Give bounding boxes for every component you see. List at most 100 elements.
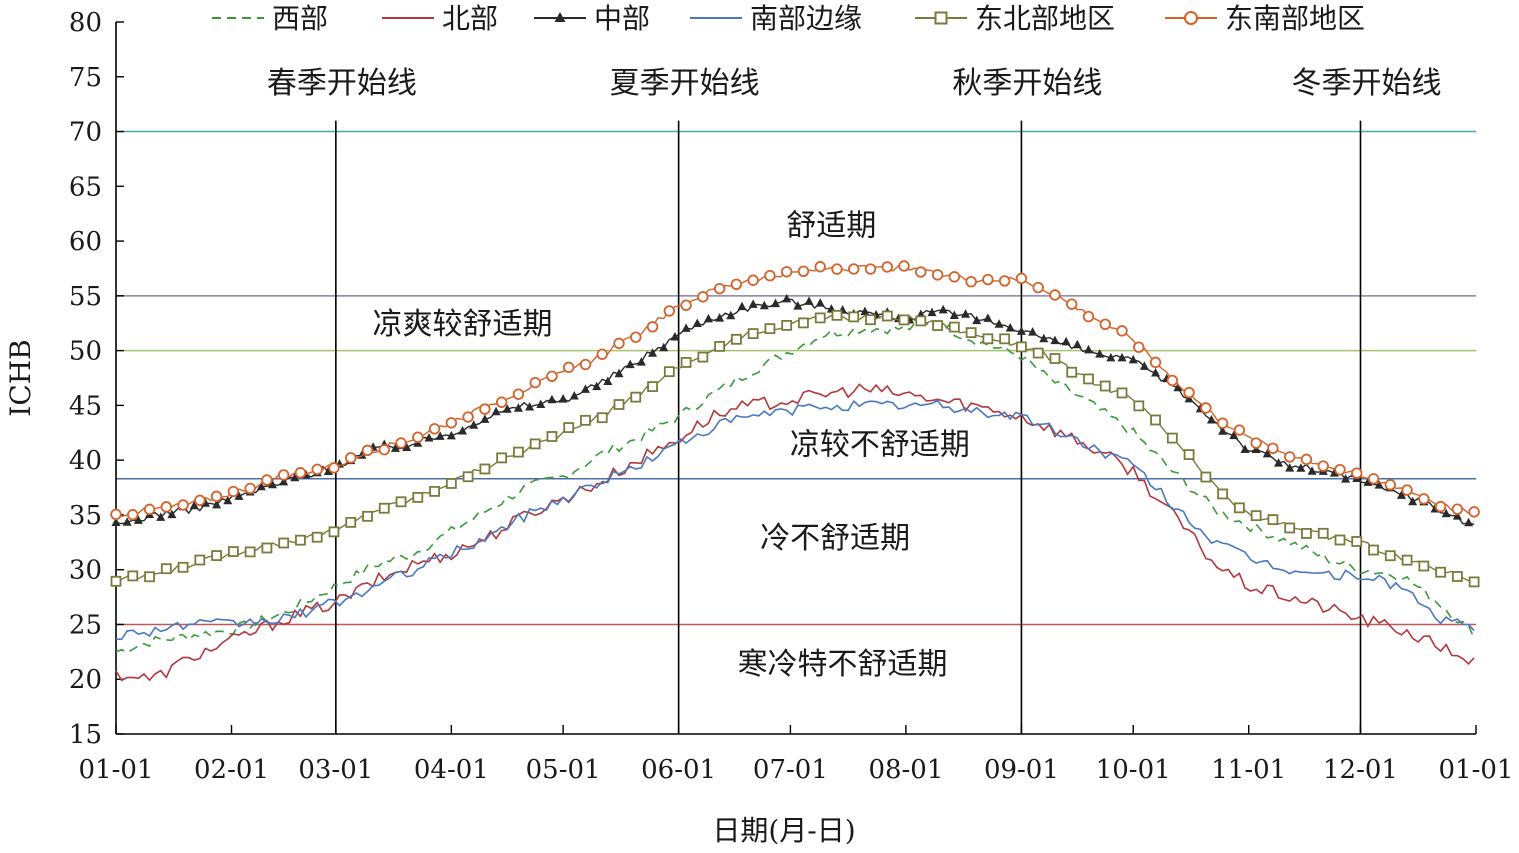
series-marker (412, 431, 424, 443)
series-marker (458, 426, 468, 435)
series-marker (931, 269, 944, 281)
series-marker (1250, 510, 1262, 522)
series-marker (636, 357, 646, 366)
series-marker (122, 517, 132, 526)
series-marker (212, 499, 222, 509)
series-marker (1317, 527, 1329, 539)
series-marker (915, 315, 927, 327)
series-marker (513, 403, 523, 412)
series-marker (278, 537, 290, 549)
series-marker (502, 404, 512, 413)
series-marker (1296, 463, 1306, 472)
series-marker (295, 534, 306, 546)
series-marker (512, 388, 525, 400)
series-marker (1049, 289, 1061, 301)
series-marker (362, 510, 373, 522)
series-marker (1401, 554, 1413, 566)
series-marker (994, 319, 1004, 328)
series-marker (127, 570, 139, 582)
series-marker (798, 317, 809, 329)
series-marker (1441, 508, 1451, 518)
series-marker (1250, 437, 1262, 449)
series-marker (1334, 463, 1346, 476)
series-marker (613, 337, 625, 350)
series-marker (1384, 479, 1397, 491)
series-marker (1206, 415, 1216, 424)
series-marker (596, 348, 608, 360)
series-marker (793, 301, 803, 310)
series-marker (713, 282, 726, 295)
series-marker (1083, 373, 1094, 385)
series-marker (1117, 352, 1127, 362)
series-marker (261, 474, 273, 486)
series-marker (194, 554, 206, 566)
series-marker (328, 526, 340, 538)
series-line (115, 264, 1475, 518)
season-line-label: 秋季开始线 (952, 66, 1102, 101)
series-marker (1368, 544, 1379, 556)
legend-label: 西部 (272, 2, 328, 35)
series-marker (1351, 536, 1363, 547)
series-marker (1329, 468, 1339, 477)
series-marker (1307, 466, 1317, 475)
series-marker (815, 298, 825, 307)
series-marker (613, 399, 625, 410)
series-marker (1229, 430, 1239, 440)
series-marker (881, 310, 893, 322)
series-marker (1374, 480, 1384, 489)
series-marker (1218, 426, 1228, 435)
series-marker (1099, 380, 1111, 392)
series-marker (715, 313, 725, 322)
series-marker (311, 531, 323, 543)
x-tick-label: 11-01 (1211, 755, 1286, 785)
x-tick-label: 07-01 (753, 755, 828, 785)
series-marker (244, 482, 256, 495)
series-marker (630, 331, 642, 343)
series-marker (462, 471, 474, 483)
series-marker (277, 469, 290, 481)
series-marker (446, 430, 456, 440)
series-marker (547, 394, 557, 404)
series-marker (1317, 460, 1329, 472)
series-marker (1267, 514, 1279, 526)
series-marker (160, 501, 173, 513)
series-marker (1016, 341, 1027, 353)
legend-label: 北部 (442, 2, 498, 35)
series-marker (797, 265, 810, 277)
series-marker (1200, 471, 1212, 483)
series-marker (648, 348, 658, 357)
series-marker (737, 301, 747, 311)
series-marker (999, 333, 1011, 345)
series-marker (210, 490, 223, 503)
y-tick-label: 25 (69, 610, 102, 640)
series-marker (983, 313, 993, 322)
series-marker (764, 269, 776, 282)
y-tick-label: 75 (69, 63, 102, 93)
series-marker (965, 327, 977, 339)
x-tick-label: 01-01 (1439, 755, 1514, 785)
series-marker (898, 260, 910, 272)
series-marker (1116, 387, 1128, 399)
series-marker (1032, 347, 1044, 359)
series-marker (580, 384, 590, 393)
series-marker (1418, 560, 1430, 572)
series-marker (1072, 339, 1082, 349)
series-marker (1050, 335, 1060, 345)
x-tick-label: 10-01 (1096, 755, 1171, 785)
series-marker (647, 381, 658, 392)
series-marker (961, 309, 971, 318)
series-line (115, 399, 1475, 641)
series-marker (697, 291, 709, 303)
series-marker (831, 263, 843, 275)
series-marker (625, 359, 635, 369)
series-marker (1251, 444, 1261, 454)
series-marker (596, 412, 608, 424)
series-marker (965, 276, 977, 288)
series-marker (1435, 566, 1447, 578)
series-marker (580, 414, 591, 426)
zone-label: 舒适期 (786, 209, 876, 244)
series-marker (915, 266, 927, 278)
series-marker (290, 472, 300, 482)
y-tick-label: 45 (69, 391, 102, 421)
